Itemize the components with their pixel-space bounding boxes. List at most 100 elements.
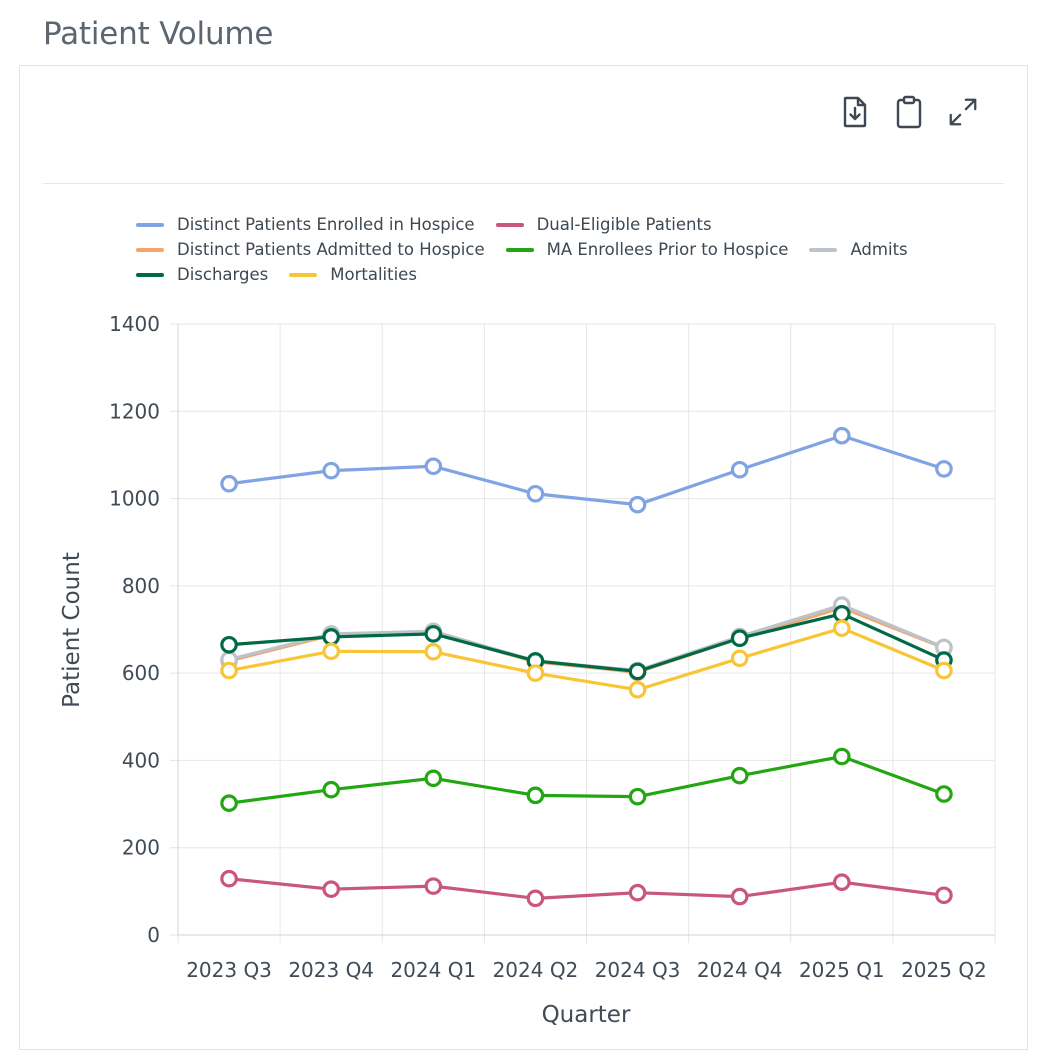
data-point[interactable] xyxy=(628,495,647,514)
data-point[interactable] xyxy=(526,664,545,682)
expand-button[interactable] xyxy=(947,94,979,130)
legend-label: Admits xyxy=(850,240,908,259)
grid xyxy=(170,323,996,943)
y-tick-label: 200 xyxy=(122,836,160,860)
legend-label: MA Enrollees Prior to Hospice xyxy=(546,240,789,259)
data-point[interactable] xyxy=(730,887,749,906)
legend-label: Mortalities xyxy=(330,265,417,284)
data-point[interactable] xyxy=(424,769,443,788)
legend-label: Distinct Patients Enrolled in Hospice xyxy=(177,215,475,234)
legend-swatch xyxy=(136,222,164,227)
data-point[interactable] xyxy=(424,457,443,476)
data-point[interactable] xyxy=(322,880,340,898)
legend-row: Distinct Patients Enrolled in Hospice Dua… xyxy=(136,212,929,237)
chart-legend: Distinct Patients Enrolled in Hospice Dua… xyxy=(136,212,929,287)
data-point[interactable] xyxy=(935,460,953,478)
data-point[interactable] xyxy=(730,629,749,648)
data-point[interactable] xyxy=(526,786,545,805)
x-tick-label: 2024 Q1 xyxy=(390,958,476,982)
data-point[interactable] xyxy=(730,649,749,668)
legend-swatch xyxy=(809,247,838,252)
data-point[interactable] xyxy=(833,619,851,637)
legend-label: Dual-Eligible Patients xyxy=(536,215,712,234)
download-button[interactable] xyxy=(839,94,871,130)
data-point[interactable] xyxy=(220,794,238,812)
x-tick-label: 2025 Q2 xyxy=(901,958,987,982)
legend-label: Distinct Patients Admitted to Hospice xyxy=(177,240,485,259)
data-point[interactable] xyxy=(220,635,238,654)
legend-item[interactable]: Discharges xyxy=(136,265,268,284)
legend-swatch xyxy=(136,272,164,277)
data-point[interactable] xyxy=(935,661,953,680)
data-point[interactable] xyxy=(628,787,647,806)
data-point[interactable] xyxy=(730,460,749,479)
series-line xyxy=(228,612,945,673)
data-point[interactable] xyxy=(322,628,340,646)
y-tick-label: 800 xyxy=(122,574,160,598)
legend-item[interactable]: Admits xyxy=(809,240,908,259)
data-point[interactable] xyxy=(935,785,953,803)
y-tick-label: 600 xyxy=(122,661,160,685)
legend-row: Discharges Mortalities xyxy=(136,262,929,287)
series-line xyxy=(228,877,945,900)
data-point[interactable] xyxy=(833,747,851,766)
data-point[interactable] xyxy=(833,873,851,891)
data-point[interactable] xyxy=(322,461,340,480)
expand-icon xyxy=(949,98,977,126)
data-point[interactable] xyxy=(424,642,443,661)
series-line xyxy=(228,434,945,507)
x-tick-label: 2024 Q3 xyxy=(595,958,681,982)
x-tick-label: 2023 Q3 xyxy=(186,958,272,982)
legend-swatch xyxy=(289,272,318,277)
series-dual-eligible-patients xyxy=(220,869,953,908)
data-point[interactable] xyxy=(220,474,238,493)
data-point[interactable] xyxy=(935,886,953,905)
data-point[interactable] xyxy=(628,883,647,902)
legend-swatch xyxy=(495,222,524,227)
toolbar-divider xyxy=(43,183,1004,184)
legend-item[interactable]: MA Enrollees Prior to Hospice xyxy=(505,240,789,259)
series-mortalities xyxy=(220,619,953,699)
y-tick-label: 1200 xyxy=(109,399,160,423)
y-axis-title: Patient Count xyxy=(59,552,85,708)
data-point[interactable] xyxy=(730,766,749,785)
y-tick-label: 1000 xyxy=(109,487,160,511)
data-point[interactable] xyxy=(424,625,443,643)
chart-toolbar xyxy=(839,94,979,130)
y-tick-label: 0 xyxy=(147,923,160,947)
axes: 0 200 400 600 800 1000 1200 1400 2023 Q3 2023 Q4 2… xyxy=(109,312,995,982)
legend-swatch xyxy=(505,247,534,252)
x-tick-label: 2023 Q4 xyxy=(288,958,374,982)
legend-item[interactable]: Distinct Patients Admitted to Hospice xyxy=(136,240,485,259)
series-distinct-patients-enrolled-in-hospice xyxy=(220,426,953,514)
legend-label: Discharges xyxy=(177,265,269,284)
data-point[interactable] xyxy=(833,604,851,623)
series-line xyxy=(228,626,945,692)
series-line xyxy=(228,754,945,805)
data-point[interactable] xyxy=(424,877,443,895)
clipboard-icon xyxy=(896,95,922,129)
series-layer xyxy=(220,426,953,908)
data-point[interactable] xyxy=(526,484,545,503)
data-point[interactable] xyxy=(220,869,238,888)
data-point[interactable] xyxy=(526,889,545,908)
data-point[interactable] xyxy=(628,680,647,699)
legend-item[interactable]: Mortalities xyxy=(289,265,417,284)
y-tick-label: 1400 xyxy=(109,312,160,336)
x-axis-title: Quarter xyxy=(542,1002,631,1028)
series-ma-enrollees-prior-to-hospice xyxy=(220,747,953,812)
data-point[interactable] xyxy=(220,661,238,680)
data-point[interactable] xyxy=(322,642,340,661)
copy-button[interactable] xyxy=(893,94,925,130)
legend-item[interactable]: Distinct Patients Enrolled in Hospice xyxy=(136,215,475,234)
download-file-icon xyxy=(843,96,867,128)
data-point[interactable] xyxy=(322,780,340,799)
legend-item[interactable]: Dual-Eligible Patients xyxy=(495,215,712,234)
x-tick-label: 2024 Q4 xyxy=(697,958,783,982)
data-point[interactable] xyxy=(628,662,647,681)
y-tick-label: 400 xyxy=(122,748,160,772)
x-tick-label: 2024 Q2 xyxy=(493,958,579,982)
legend-row: Distinct Patients Admitted to Hospice MA … xyxy=(136,237,929,262)
data-point[interactable] xyxy=(833,426,851,445)
